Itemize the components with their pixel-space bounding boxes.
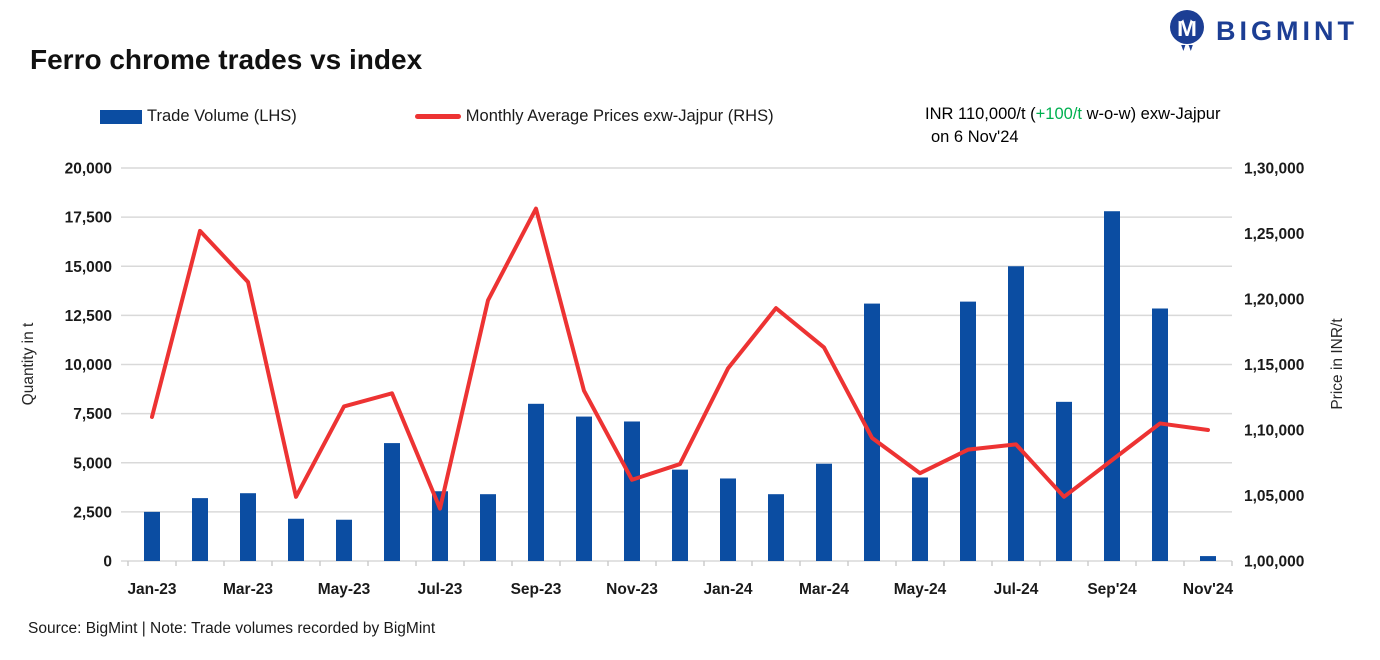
annotation-line2: on 6 Nov'24 — [931, 128, 1019, 146]
svg-text:M: M — [1177, 15, 1197, 42]
x-axis-label: Jul-24 — [994, 581, 1039, 598]
volume-bar-Sep-23 — [528, 403, 544, 561]
volume-bar-Jun-24 — [960, 301, 976, 561]
volume-bar-Mar-24 — [816, 463, 832, 561]
x-axis-label: Nov-23 — [606, 581, 658, 598]
volume-bar-Aug-23 — [480, 494, 496, 561]
volume-bar-Jun-23 — [384, 443, 400, 561]
volume-bar-Feb-24 — [768, 494, 784, 561]
left-axis-tick: 2,500 — [73, 504, 112, 521]
left-axis-tick: 20,000 — [65, 161, 112, 178]
volume-bar-Sep-24 — [1104, 211, 1120, 562]
volume-bar-Apr-23 — [288, 518, 304, 561]
logo-wordmark: BIGMINT — [1216, 15, 1358, 46]
x-axis-label: Sep'24 — [1087, 581, 1137, 598]
bigmint-logo: M BIGMINT — [1167, 8, 1358, 54]
left-axis-tick: 12,500 — [65, 308, 112, 325]
volume-bar-Jan-23 — [144, 511, 160, 561]
x-axis-label: Mar-23 — [223, 581, 273, 598]
right-axis-tick: 1,25,000 — [1244, 226, 1304, 243]
volume-bar-Aug-24 — [1056, 401, 1072, 561]
combo-chart: 0 2,500 5,000 7,500 10,000 12,500 15,000 17,500… — [0, 150, 1380, 620]
x-axis-label: Jul-23 — [418, 581, 463, 598]
x-axis-label: Mar-24 — [799, 581, 849, 598]
left-axis-tick: 17,500 — [65, 210, 112, 227]
volume-bar-Feb-23 — [192, 498, 208, 561]
legend-label: Monthly Average Prices exw-Jajpur (RHS) — [465, 107, 774, 125]
wow-change-value: +100/t — [1035, 105, 1083, 123]
chart-canvas: 0 2,500 5,000 7,500 10,000 12,500 15,000 17,500… — [20, 161, 1346, 599]
volume-bar-Jul-24 — [1008, 266, 1024, 561]
annotation-line1: INR 110,000/t (+100/t w-o-w) exw-Jajpur — [925, 105, 1221, 123]
line-swatch-icon — [414, 114, 461, 119]
right-axis-tick: 1,00,000 — [1244, 554, 1304, 571]
left-axis-tick: 5,000 — [73, 455, 112, 472]
right-axis-tick: 1,30,000 — [1244, 161, 1304, 178]
x-axis-label: Jan-24 — [703, 581, 752, 598]
volume-bar-Nov-23 — [624, 421, 640, 561]
right-axis-tick: 1,05,000 — [1244, 488, 1304, 505]
volume-bar-Jul-23 — [432, 491, 448, 561]
left-axis-tick: 10,000 — [65, 357, 112, 374]
left-axis-tick: 7,500 — [73, 406, 112, 423]
legend-label: Trade Volume (LHS) — [147, 107, 297, 125]
volume-bar-Nov-24 — [1200, 556, 1216, 561]
x-axis-label: Jan-23 — [127, 581, 176, 598]
right-axis-tick: 1,15,000 — [1244, 357, 1304, 374]
x-axis-label: May-24 — [894, 581, 947, 598]
x-axis-label: May-23 — [318, 581, 371, 598]
left-axis-tick: 0 — [103, 554, 112, 571]
volume-bar-May-24 — [912, 477, 928, 561]
volume-bar-Oct-24 — [1152, 308, 1168, 561]
volume-bar-May-23 — [336, 519, 352, 561]
price-annotation: INR 110,000/t (+100/t w-o-w) exw-Jajpur … — [925, 103, 1305, 149]
legend: Trade Volume (LHS) Monthly Average Price… — [100, 107, 774, 126]
right-axis-tick: 1,20,000 — [1244, 292, 1304, 309]
x-axis-label: Nov'24 — [1183, 581, 1234, 598]
chart-title: Ferro chrome trades vs index — [30, 44, 423, 75]
legend-item-trade-volume: Trade Volume (LHS) — [100, 107, 297, 126]
legend-item-monthly-prices: Monthly Average Prices exw-Jajpur (RHS) — [414, 107, 774, 126]
bar-swatch-icon — [100, 109, 142, 124]
volume-bar-Mar-23 — [240, 493, 256, 561]
x-axis-label: Sep-23 — [511, 581, 562, 598]
volume-bar-Jan-24 — [720, 478, 736, 561]
bigmint-people-m-icon: M — [1170, 10, 1204, 51]
right-axis-tick: 1,10,000 — [1244, 423, 1304, 440]
left-axis-title: Quantity in t — [20, 322, 37, 405]
volume-bar-Apr-24 — [864, 303, 880, 561]
price-line — [150, 206, 1210, 511]
left-axis-tick: 15,000 — [65, 259, 112, 276]
volume-bar-Oct-23 — [576, 416, 592, 561]
source-note: Source: BigMint | Note: Trade volumes re… — [28, 620, 436, 637]
right-axis-title: Price in INR/t — [1329, 318, 1346, 410]
volume-bar-Dec-23 — [672, 469, 688, 561]
